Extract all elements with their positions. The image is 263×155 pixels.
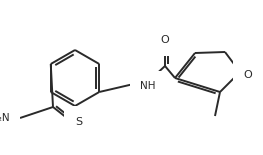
Text: O: O: [161, 35, 169, 45]
Text: O: O: [244, 70, 252, 80]
Text: H₂N: H₂N: [0, 113, 10, 123]
Text: S: S: [75, 117, 83, 127]
Text: NH: NH: [140, 81, 156, 91]
